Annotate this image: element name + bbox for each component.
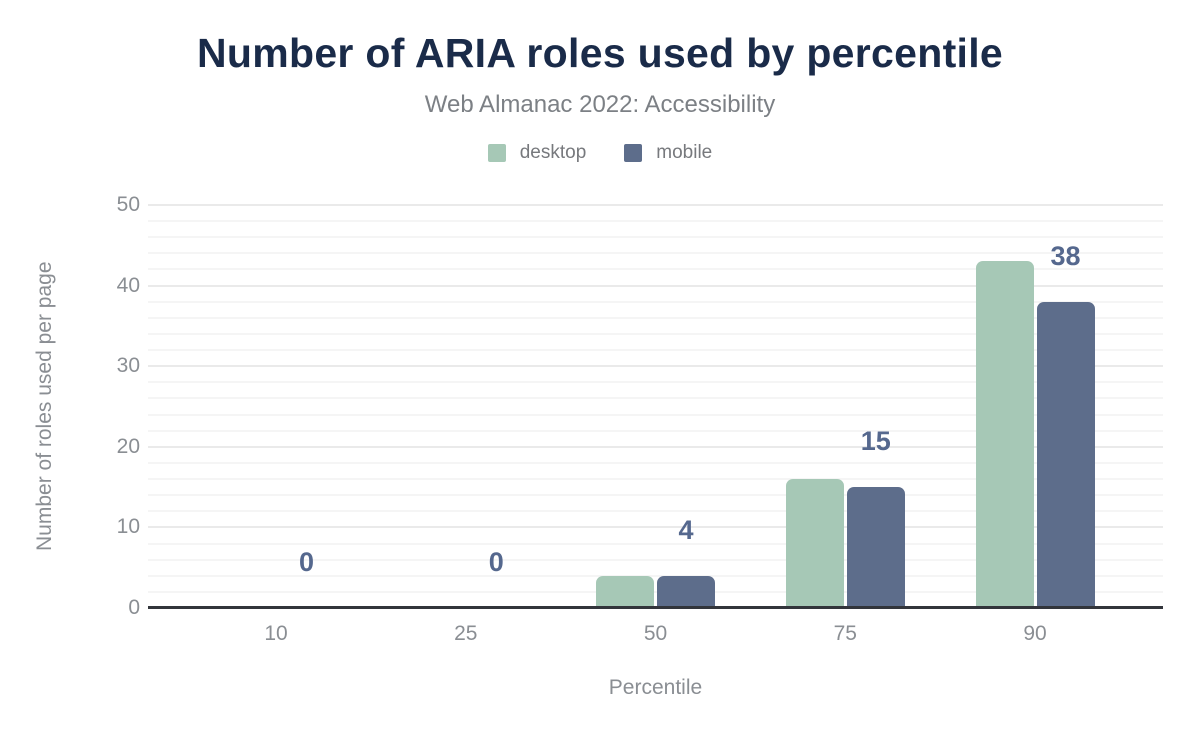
major-gridline bbox=[148, 526, 1163, 529]
legend: desktop mobile bbox=[0, 142, 1200, 164]
x-axis-title: Percentile bbox=[608, 676, 703, 699]
major-gridline bbox=[148, 204, 1163, 206]
desktop-bar-p50 bbox=[596, 575, 654, 608]
chart-subtitle: Web Almanac 2022: Accessibility bbox=[424, 91, 776, 118]
y-tick-label: 10 bbox=[116, 515, 140, 539]
minor-gridline bbox=[148, 494, 1163, 497]
minor-gridline bbox=[148, 236, 1163, 239]
desktop-bar-p75 bbox=[785, 479, 844, 608]
mobile-bar-p75 bbox=[846, 487, 905, 608]
minor-gridline bbox=[148, 349, 1163, 352]
minor-gridline bbox=[148, 220, 1163, 223]
minor-gridline bbox=[148, 252, 1163, 255]
mobile-bar-p50 bbox=[657, 575, 715, 608]
minor-gridline bbox=[148, 542, 1163, 545]
mobile-swatch bbox=[624, 144, 643, 162]
minor-gridline bbox=[148, 316, 1163, 319]
x-tick-label-10: 10 bbox=[264, 622, 288, 645]
minor-gridline bbox=[148, 590, 1163, 593]
legend-item-desktop: desktop bbox=[487, 142, 587, 164]
minor-gridline bbox=[148, 510, 1163, 513]
minor-gridline bbox=[148, 381, 1163, 384]
data-label-p25: 0 bbox=[488, 547, 504, 577]
minor-gridline bbox=[148, 397, 1163, 400]
x-axis-line bbox=[148, 606, 1163, 609]
legend-item-mobile: mobile bbox=[624, 142, 712, 164]
x-tick-label-25: 25 bbox=[454, 622, 478, 645]
mobile-bar-p90 bbox=[1036, 301, 1095, 608]
y-tick-label: 30 bbox=[116, 354, 140, 378]
legend-label-desktop: desktop bbox=[519, 142, 587, 163]
minor-gridline bbox=[148, 300, 1163, 303]
data-label-p75: 15 bbox=[860, 426, 891, 457]
minor-gridline bbox=[148, 429, 1163, 432]
legend-label-mobile: mobile bbox=[656, 142, 713, 163]
x-tick-label-90: 90 bbox=[1023, 622, 1047, 645]
y-tick-label: 0 bbox=[128, 596, 140, 619]
major-gridline bbox=[148, 445, 1163, 448]
desktop-bar-p90 bbox=[975, 261, 1034, 608]
major-gridline bbox=[148, 284, 1163, 287]
chart-title: Number of ARIA roles used by percentile bbox=[196, 30, 1004, 76]
plot-area: 0 0 4 15 38 bbox=[148, 204, 1163, 609]
major-gridline bbox=[148, 365, 1163, 368]
minor-gridline bbox=[148, 461, 1163, 464]
y-tick-label: 20 bbox=[116, 434, 140, 458]
data-label-p90: 38 bbox=[1050, 240, 1081, 271]
minor-gridline bbox=[148, 332, 1163, 335]
y-axis-title: Number of roles used per page bbox=[33, 261, 56, 552]
desktop-swatch bbox=[487, 144, 506, 162]
x-tick-label-75: 75 bbox=[833, 622, 857, 645]
minor-gridline bbox=[148, 413, 1163, 416]
x-tick-label-50: 50 bbox=[643, 622, 668, 645]
minor-gridline bbox=[148, 268, 1163, 271]
minor-gridline bbox=[148, 478, 1163, 481]
data-label-p50: 4 bbox=[678, 514, 694, 545]
y-tick-label: 40 bbox=[116, 273, 140, 297]
data-label-p10: 0 bbox=[298, 547, 315, 577]
minor-gridline bbox=[148, 558, 1163, 561]
y-tick-label: 50 bbox=[116, 193, 140, 216]
minor-gridline bbox=[148, 574, 1163, 577]
